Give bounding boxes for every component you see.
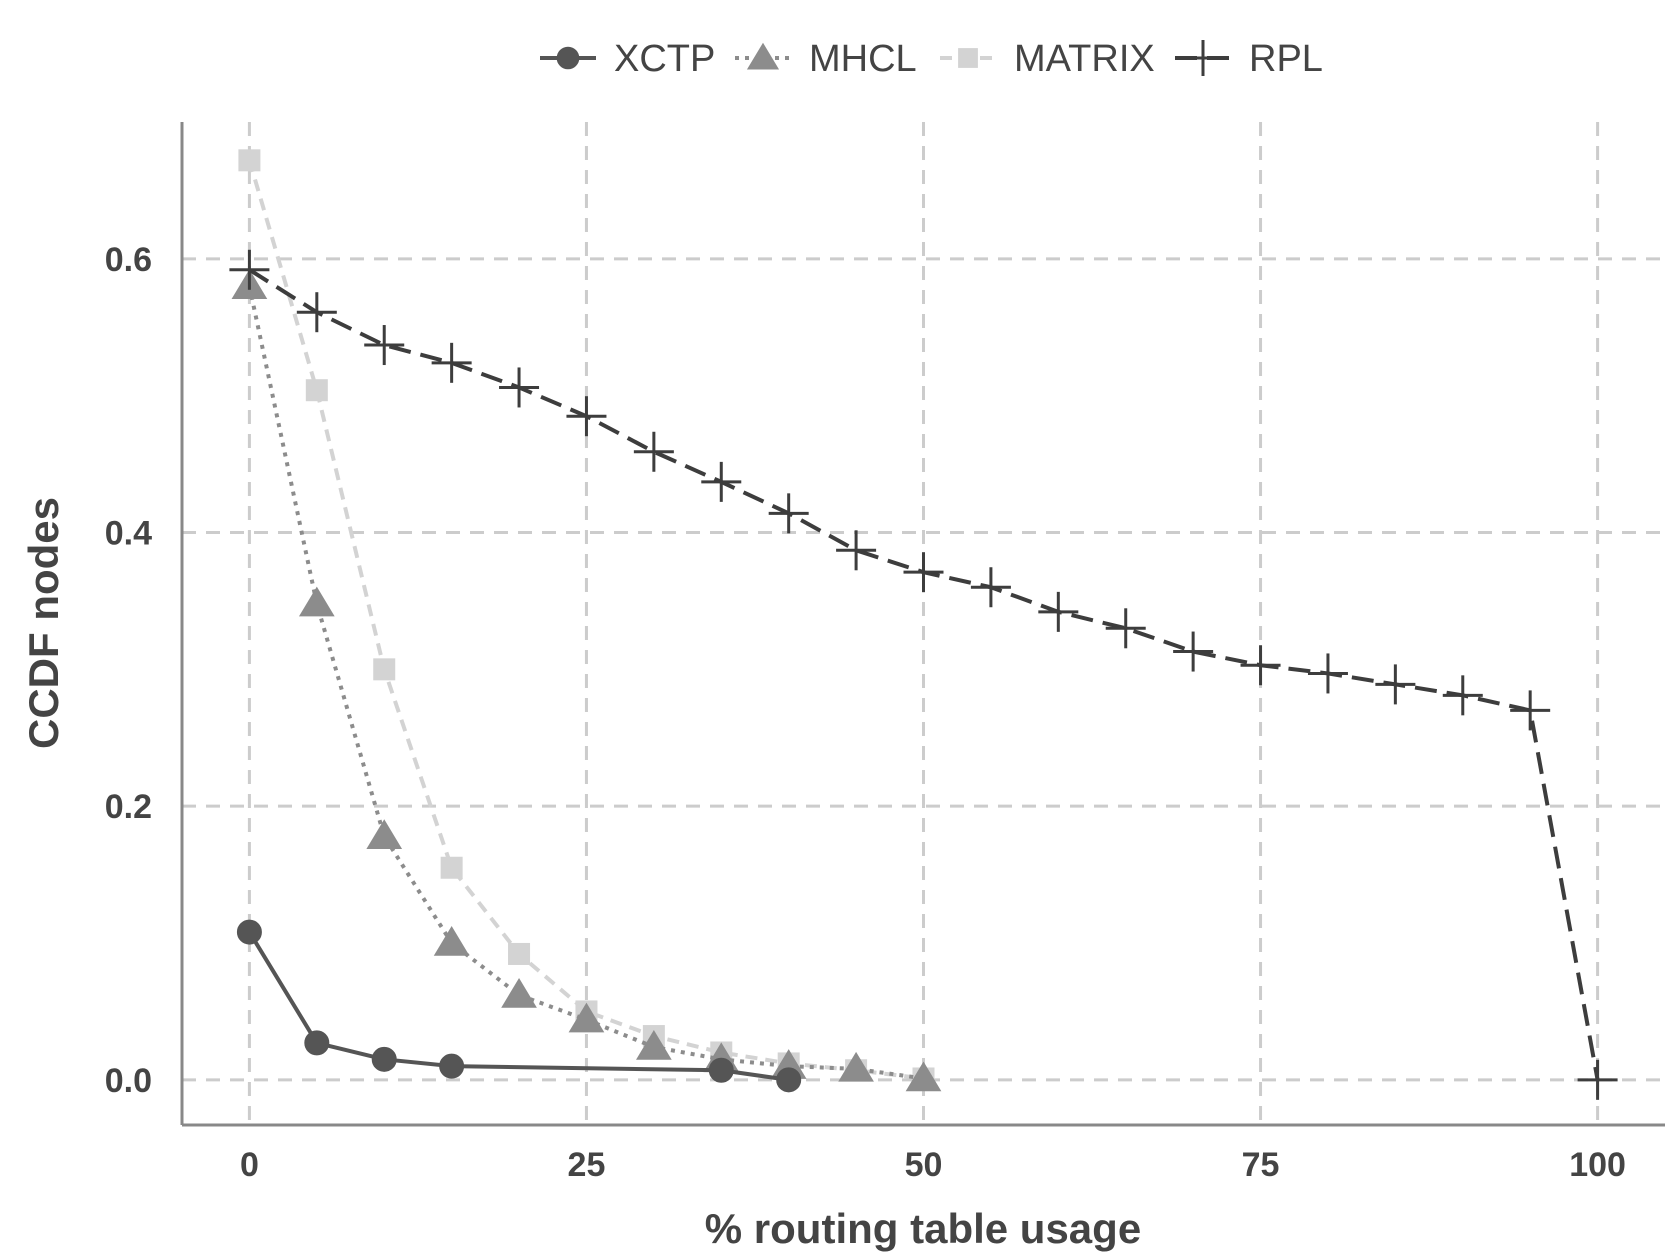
legend-key-marker <box>1185 40 1221 76</box>
xctp-point <box>304 1030 330 1056</box>
series-rpl <box>229 249 1618 1100</box>
matrix-point <box>440 856 463 879</box>
rpl-point <box>364 325 405 366</box>
mhcl-line <box>247 285 924 1081</box>
rpl-point <box>431 342 472 383</box>
grid-lines <box>182 122 1665 1125</box>
rpl-point <box>1240 645 1281 686</box>
y-tick-label: 0.0 <box>105 1062 152 1100</box>
rpl-point <box>1375 664 1416 705</box>
mhcl-point <box>501 978 537 1008</box>
legend-key-marker <box>746 42 780 70</box>
xctp-point <box>708 1057 734 1083</box>
legend-item-xctp: XCTP <box>540 38 715 80</box>
mhcl-point <box>433 926 470 956</box>
legend-item-rpl: RPL <box>1175 38 1323 80</box>
legend-label: XCTP <box>614 38 715 80</box>
rpl-point <box>970 567 1011 608</box>
mhcl-point <box>838 1051 874 1082</box>
xctp-point <box>371 1046 397 1072</box>
legend-label: RPL <box>1249 38 1323 80</box>
rpl-point <box>701 461 742 502</box>
mhcl-point <box>636 1030 672 1060</box>
rpl-point <box>768 493 809 534</box>
matrix-point <box>508 942 531 965</box>
rpl-point <box>229 249 270 290</box>
legend-key-marker <box>958 48 978 68</box>
mhcl-point <box>298 586 335 617</box>
y-tick-label: 0.2 <box>105 788 152 826</box>
series-group <box>229 149 1618 1100</box>
legend-item-mhcl: MHCL <box>735 38 917 80</box>
axes: 0 25 50 75 100 0.0 0.2 0.4 0.6 <box>105 122 1665 1184</box>
y-tick-label: 0.4 <box>105 515 152 553</box>
xctp-point <box>776 1067 802 1093</box>
rpl-point <box>903 552 944 593</box>
legend-item-matrix: MATRIX <box>940 38 1155 80</box>
legend-label: MHCL <box>809 38 917 80</box>
mhcl-point <box>366 819 403 850</box>
x-tick-label: 50 <box>905 1146 943 1184</box>
y-tick-label: 0.6 <box>105 241 152 279</box>
x-axis-title: % routing table usage <box>705 1205 1141 1252</box>
y-axis-title: CCDF nodes <box>20 497 67 749</box>
xctp-point <box>236 919 262 945</box>
legend-key-marker <box>556 46 580 70</box>
matrix-point <box>238 149 261 172</box>
mhcl-point <box>905 1061 942 1092</box>
rpl-point <box>499 367 540 408</box>
rpl-point <box>1105 608 1146 649</box>
matrix-point <box>305 379 328 402</box>
legend: XCTP MHCL MATRIX RPL <box>540 38 1323 80</box>
rpl-point <box>633 431 674 472</box>
x-tick-label: 75 <box>1242 1146 1280 1184</box>
rpl-point <box>1442 675 1483 716</box>
rpl-point <box>1173 631 1214 672</box>
xctp-point <box>439 1053 465 1079</box>
x-tick-label: 25 <box>568 1146 606 1184</box>
rpl-point <box>1307 653 1348 694</box>
rpl-point <box>566 396 607 437</box>
rpl-point <box>1510 690 1551 731</box>
matrix-point <box>373 658 396 681</box>
rpl-point <box>836 530 877 571</box>
mhcl-point <box>568 1002 605 1033</box>
x-tick-label: 0 <box>240 1146 259 1184</box>
rpl-point <box>1038 591 1079 632</box>
legend-label: MATRIX <box>1014 38 1155 80</box>
rpl-point <box>296 292 337 333</box>
rpl-point <box>1577 1059 1618 1100</box>
x-tick-label: 100 <box>1569 1146 1626 1184</box>
series-xctp <box>236 919 802 1093</box>
